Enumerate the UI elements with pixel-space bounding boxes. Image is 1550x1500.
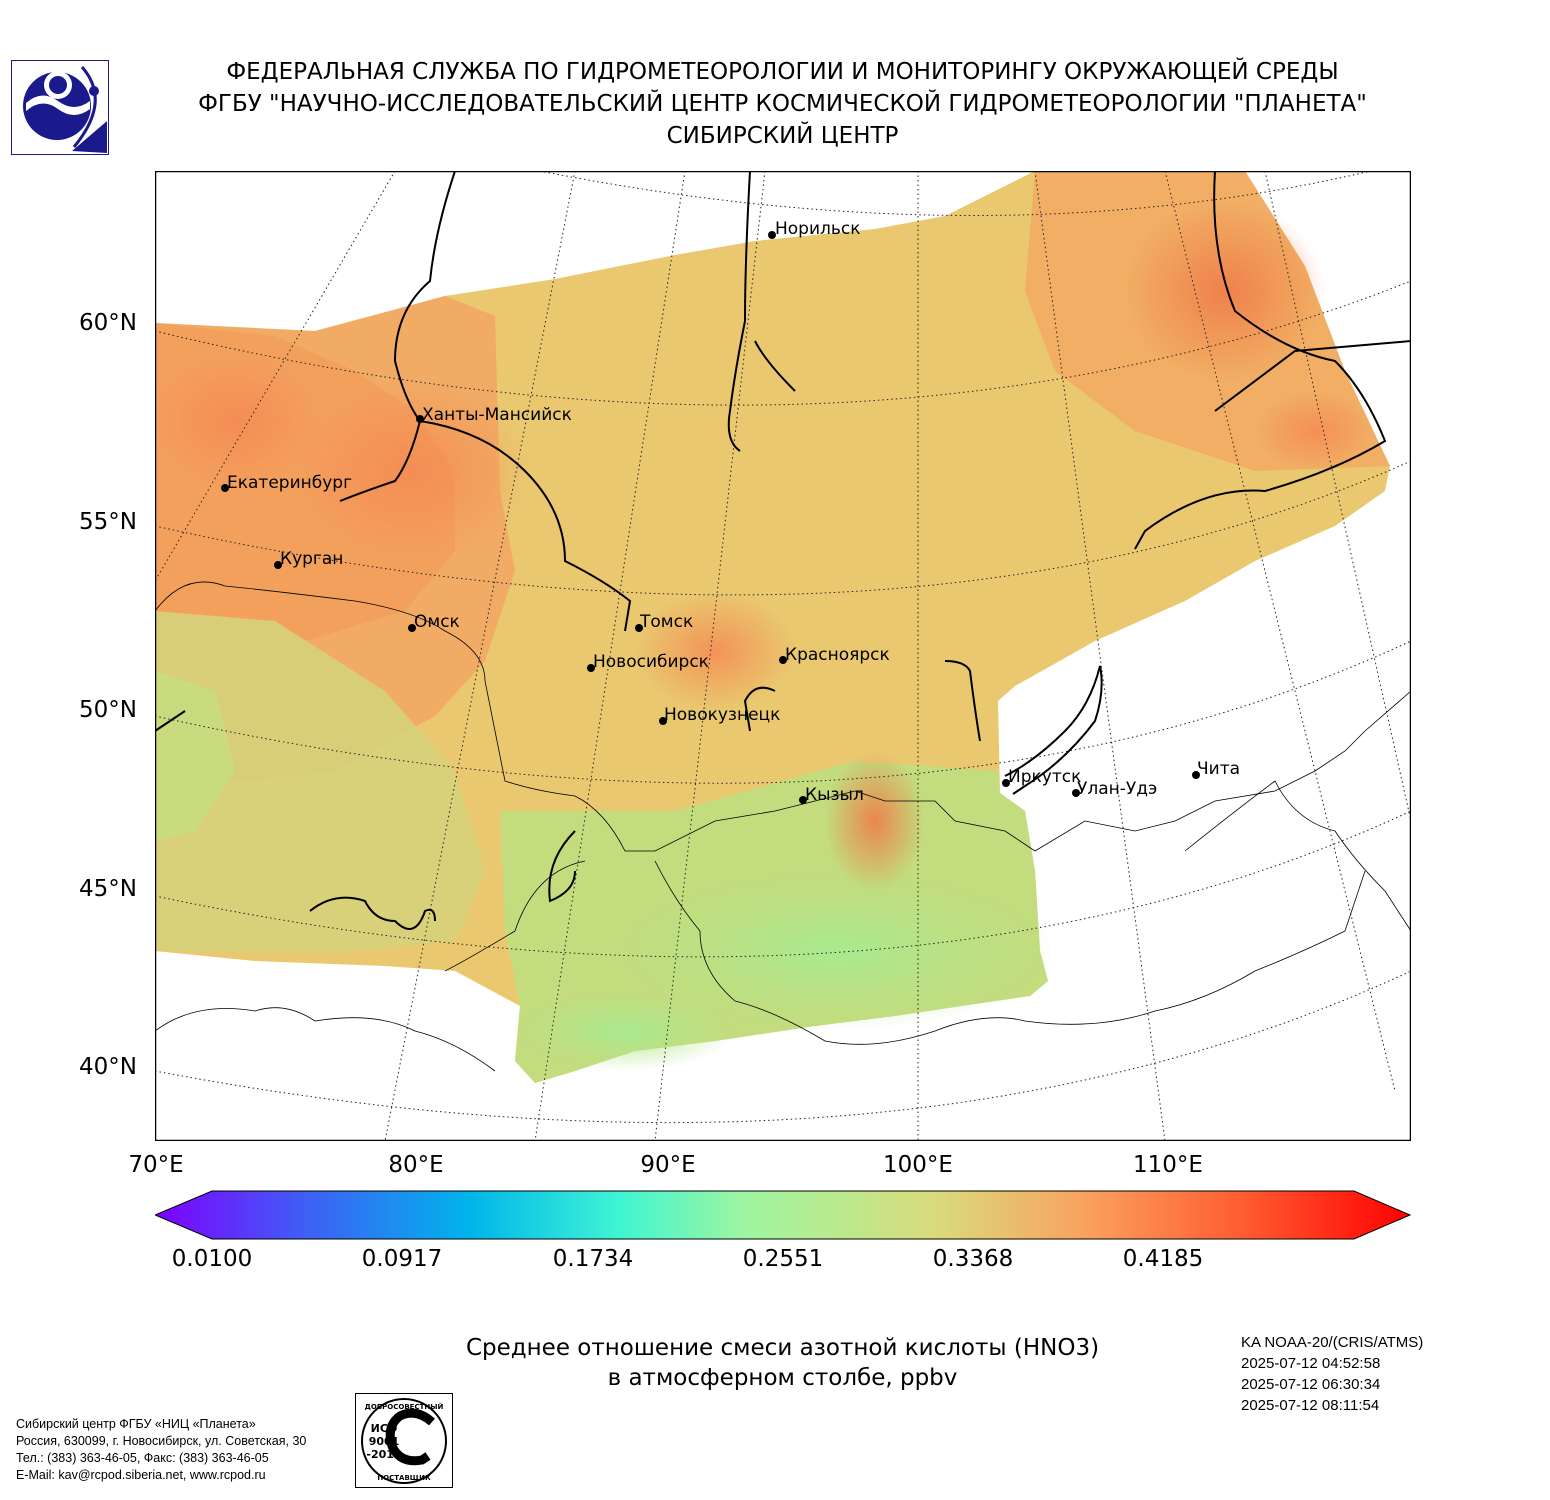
city-label-kyzyl: Кызыл (805, 785, 864, 805)
lon-label-90: 90°E (640, 1152, 696, 1178)
satellite-time-3: 2025-07-12 08:11:54 (1241, 1397, 1380, 1414)
city-label-tomsk: Томск (640, 612, 694, 632)
satellite-name: KA NOAA-20/(CRIS/ATMS) (1241, 1334, 1424, 1351)
river-irtysh (339, 420, 421, 502)
colorbar-tick-2: 0.1734 (552, 1246, 634, 1272)
caption-line-1: Среднее отношение смеси азотной кислоты … (465, 1335, 1100, 1361)
city-marker (416, 415, 424, 423)
city-label-ulan-ude: Улан-Удэ (1077, 779, 1158, 799)
header-line-1: ФЕДЕРАЛЬНАЯ СЛУЖБА ПО ГИДРОМЕТЕОРОЛОГИИ … (226, 59, 1339, 85)
header-line-2: ФГБУ "НАУЧНО-ИССЛЕДОВАТЕЛЬСКИЙ ЦЕНТР КОС… (198, 91, 1367, 117)
city-label-omsk: Омск (414, 612, 460, 632)
lat-label-45: 45°N (79, 876, 137, 902)
city-marker (587, 664, 595, 672)
city-label-norilsk: Норильск (775, 219, 861, 239)
iso-l3: -2015 (366, 1448, 401, 1461)
lat-label-55: 55°N (79, 509, 137, 535)
city-label-krasnoyarsk: Красноярск (785, 645, 890, 665)
iso-badge-icon: ДОБРОСОВЕСТНЫЙ ИСО 9001 -2015 ПОСТАВЩИК (355, 1393, 453, 1488)
river-yenisei (727, 170, 751, 452)
header-line-3: СИБИРСКИЙ ЦЕНТР (666, 123, 899, 149)
city-marker (408, 624, 416, 632)
city-label-irkutsk: Иркутск (1008, 767, 1082, 787)
city-marker (1002, 779, 1010, 787)
footer-line-1: Сибирский центр ФГБУ «НИЦ «Планета» (16, 1417, 256, 1431)
lat-label-60: 60°N (79, 310, 137, 336)
planeta-logo-icon (11, 60, 109, 155)
iso-top-text: ДОБРОСОВЕСТНЫЙ (365, 1402, 444, 1411)
city-marker (1072, 789, 1080, 797)
city-marker (274, 561, 282, 569)
lon-label-100: 100°E (883, 1152, 953, 1178)
hno3-map (145, 110, 1412, 1142)
lon-label-70: 70°E (128, 1152, 184, 1178)
border-russia (154, 581, 1412, 852)
city-marker (779, 656, 787, 664)
caption-line-2: в атмосферном столбе, ppbv (607, 1365, 958, 1391)
city-marker (635, 624, 643, 632)
city-marker (799, 796, 807, 804)
footer-line-3: Тел.: (383) 363-46-05, Факс: (383) 363-4… (16, 1451, 269, 1465)
lon-label-110: 110°E (1133, 1152, 1203, 1178)
city-label-kurgan: Курган (280, 549, 344, 569)
colorbar-tick-3: 0.2551 (742, 1246, 824, 1272)
city-marker (1192, 771, 1200, 779)
colorbar (153, 1190, 1412, 1240)
lat-label-50: 50°N (79, 697, 137, 723)
footer-line-4: E-Mail: kav@rcpod.siberia.net, www.rcpod… (16, 1468, 266, 1482)
satellite-time-2: 2025-07-12 06:30:34 (1241, 1376, 1381, 1393)
colorbar-tick-4: 0.3368 (932, 1246, 1014, 1272)
colorbar-tick-5: 0.4185 (1122, 1246, 1204, 1272)
lon-label-80: 80°E (388, 1152, 444, 1178)
iso-l1: ИСО (371, 1422, 398, 1435)
city-label-novosibirsk: Новосибирск (593, 652, 709, 672)
city-label-novokuznetsk: Новокузнецк (664, 705, 781, 725)
footer-line-2: Россия, 630099, г. Новосибирск, ул. Сове… (16, 1434, 307, 1448)
city-marker (221, 484, 229, 492)
city-label-khanty-mansiysk: Ханты-Мансийск (422, 405, 572, 425)
city-label-chita: Чита (1197, 759, 1241, 779)
lake-baikal (1004, 665, 1103, 795)
iso-bottom-text: ПОСТАВЩИК (377, 1474, 431, 1482)
colorbar-tick-0: 0.0100 (171, 1246, 253, 1272)
iso-l2: 9001 (369, 1435, 400, 1448)
border-mongolia-china (654, 860, 1366, 1045)
colorbar-tick-1: 0.0917 (361, 1246, 443, 1272)
city-marker (659, 717, 667, 725)
lat-label-40: 40°N (79, 1054, 137, 1080)
satellite-time-1: 2025-07-12 04:52:58 (1241, 1355, 1381, 1372)
city-marker (768, 231, 776, 239)
city-label-yekaterinburg: Екатеринбург (227, 473, 353, 493)
